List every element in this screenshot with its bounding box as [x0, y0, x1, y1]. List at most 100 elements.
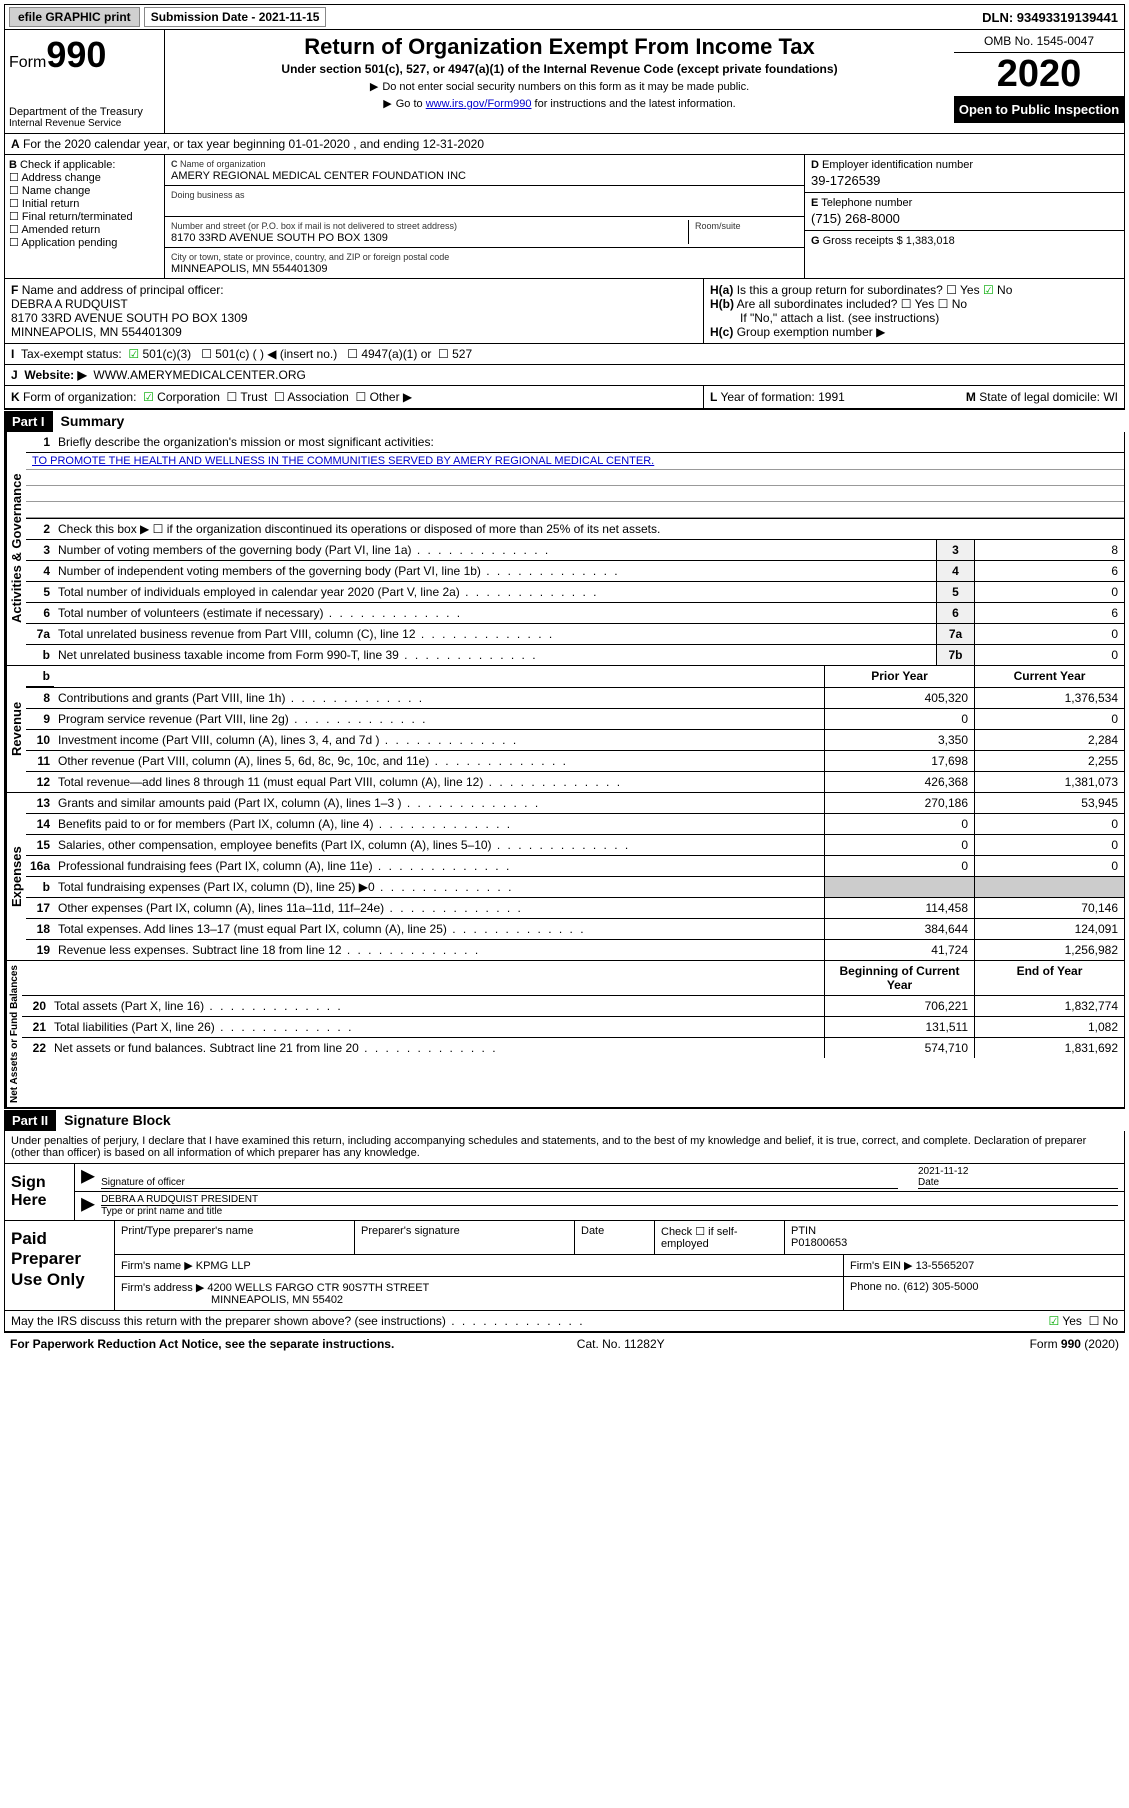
table-row: 20Total assets (Part X, line 16)706,2211… — [22, 996, 1124, 1017]
officer-name-title: DEBRA A RUDQUIST PRESIDENT — [101, 1194, 258, 1205]
room-label: Room/suite — [695, 221, 741, 231]
chk-501c[interactable]: 501(c) ( ) ◀ (insert no.) — [201, 347, 337, 361]
firm-ein-label: Firm's EIN ▶ — [850, 1260, 913, 1272]
ha-no[interactable]: No — [983, 283, 1012, 297]
officer-name: DEBRA A RUDQUIST — [11, 297, 128, 311]
dba-label: Doing business as — [171, 190, 245, 200]
omb-number: OMB No. 1545-0047 — [954, 30, 1124, 53]
hb-no[interactable]: No — [938, 297, 967, 311]
sig-date: 2021-11-12 — [918, 1166, 968, 1177]
header-block: B Check if applicable: Address change Na… — [4, 155, 1125, 279]
table-row: 10Investment income (Part VIII, column (… — [26, 730, 1124, 751]
arrow-icon: ▸ — [81, 1166, 101, 1189]
page-footer: For Paperwork Reduction Act Notice, see … — [4, 1332, 1125, 1355]
table-row: 13Grants and similar amounts paid (Part … — [26, 793, 1124, 814]
chk-initial-return[interactable]: Initial return — [9, 198, 79, 210]
section-c: C Name of organizationAMERY REGIONAL MED… — [165, 155, 804, 278]
chk-association[interactable]: Association — [274, 390, 349, 404]
table-row: 8Contributions and grants (Part VIII, li… — [26, 688, 1124, 709]
prep-date-label: Date — [575, 1221, 655, 1254]
table-row: 5Total number of individuals employed in… — [26, 582, 1124, 603]
expenses-tab: Expenses — [5, 793, 26, 960]
prep-name-label: Print/Type preparer's name — [115, 1221, 355, 1254]
table-row: 6Total number of volunteers (estimate if… — [26, 603, 1124, 624]
prior-year-header: Prior Year — [824, 666, 974, 687]
part2-bar: Part II Signature Block — [4, 1108, 1125, 1131]
part2-header: Part II — [4, 1110, 56, 1131]
year-formation-label: Year of formation: — [720, 390, 814, 404]
chk-amended-return[interactable]: Amended return — [9, 224, 100, 236]
line-2: Check this box ▶ ☐ if the organization d… — [54, 519, 1124, 539]
tax-year: 2020 — [954, 53, 1124, 96]
hc-label: Group exemption number ▶ — [737, 325, 886, 339]
chk-corporation[interactable]: Corporation — [143, 390, 220, 404]
chk-501c3[interactable]: 501(c)(3) — [128, 347, 191, 361]
table-row: 11Other revenue (Part VIII, column (A), … — [26, 751, 1124, 772]
chk-final-return[interactable]: Final return/terminated — [9, 211, 133, 223]
ha-label: Is this a group return for subordinates? — [737, 283, 943, 297]
table-row: 12Total revenue—add lines 8 through 11 (… — [26, 772, 1124, 792]
topbar: efile GRAPHIC print Submission Date - 20… — [4, 4, 1125, 30]
table-row: 22Net assets or fund balances. Subtract … — [22, 1038, 1124, 1058]
phone-label: Telephone number — [821, 197, 912, 209]
chk-527[interactable]: 527 — [438, 347, 472, 361]
ptin-label: PTIN — [791, 1225, 816, 1237]
org-name-label: Name of organization — [180, 159, 266, 169]
form-word: Form — [9, 54, 46, 71]
form-org-label: Form of organization: — [23, 390, 136, 404]
blank-line — [26, 486, 1124, 502]
arrow-icon: ▸ — [81, 1194, 101, 1217]
section-fh: F Name and address of principal officer:… — [4, 279, 1125, 344]
hb-yes[interactable]: Yes — [901, 297, 934, 311]
discuss-yes[interactable]: Yes — [1048, 1314, 1081, 1328]
chk-4947[interactable]: 4947(a)(1) or — [347, 347, 431, 361]
sig-date-label: Date — [918, 1177, 939, 1188]
ein-value: 39-1726539 — [811, 173, 1118, 188]
signature-block: Sign Here ▸ Signature of officer 2021-11… — [4, 1164, 1125, 1221]
expenses-section: Expenses 13Grants and similar amounts pa… — [4, 793, 1125, 961]
firm-ein: 13-5565207 — [916, 1260, 975, 1272]
table-row: 21Total liabilities (Part X, line 26)131… — [22, 1017, 1124, 1038]
discuss-no[interactable]: No — [1089, 1314, 1118, 1328]
table-row: bTotal fundraising expenses (Part IX, co… — [26, 877, 1124, 898]
chk-name-change[interactable]: Name change — [9, 185, 90, 197]
chk-other[interactable]: Other ▶ — [355, 390, 412, 404]
part2-title: Signature Block — [56, 1109, 179, 1131]
efile-button[interactable]: efile GRAPHIC print — [9, 7, 140, 27]
form990-link[interactable]: www.irs.gov/Form990 — [426, 98, 532, 110]
website-value: WWW.AMERYMEDICALCENTER.ORG — [93, 368, 305, 382]
applicable-label: Check if applicable: — [20, 159, 115, 171]
ha-yes[interactable]: Yes — [946, 283, 979, 297]
blank-line — [26, 470, 1124, 486]
chk-trust[interactable]: Trust — [227, 390, 268, 404]
firm-addr-label: Firm's address ▶ — [121, 1282, 204, 1294]
ptin-value: P01800653 — [791, 1237, 847, 1249]
chk-address-change[interactable]: Address change — [9, 172, 101, 184]
table-row: 3Number of voting members of the governi… — [26, 540, 1124, 561]
addr-label: Number and street (or P.O. box if mail i… — [171, 221, 457, 231]
mission-label: Briefly describe the organization's miss… — [54, 432, 1124, 452]
tax-year-line: For the 2020 calendar year, or tax year … — [23, 137, 484, 151]
table-row: 17Other expenses (Part IX, column (A), l… — [26, 898, 1124, 919]
submission-date: Submission Date - 2021-11-15 — [144, 7, 327, 27]
org-name: AMERY REGIONAL MEDICAL CENTER FOUNDATION… — [171, 170, 466, 182]
table-row: 16aProfessional fundraising fees (Part I… — [26, 856, 1124, 877]
goto-note: Go to www.irs.gov/Form990 for instructio… — [171, 97, 948, 110]
begin-year-header: Beginning of Current Year — [824, 961, 974, 995]
part1-title: Summary — [53, 410, 133, 432]
chk-application-pending[interactable]: Application pending — [9, 237, 117, 249]
part1-header: Part I — [4, 411, 53, 432]
paid-preparer: Paid Preparer Use Only Print/Type prepar… — [4, 1221, 1125, 1311]
ein-label: Employer identification number — [822, 159, 973, 171]
declaration: Under penalties of perjury, I declare th… — [4, 1131, 1125, 1164]
table-row: 4Number of independent voting members of… — [26, 561, 1124, 582]
section-i: I Tax-exempt status: 501(c)(3) 501(c) ( … — [4, 344, 1125, 365]
irs-discuss: May the IRS discuss this return with the… — [4, 1311, 1125, 1332]
section-de: D Employer identification number39-17265… — [804, 155, 1124, 278]
firm-city: MINNEAPOLIS, MN 55402 — [211, 1294, 343, 1306]
paid-preparer-label: Paid Preparer Use Only — [5, 1221, 115, 1310]
table-row: 9Program service revenue (Part VIII, lin… — [26, 709, 1124, 730]
table-row: 18Total expenses. Add lines 13–17 (must … — [26, 919, 1124, 940]
section-b: B Check if applicable: Address change Na… — [5, 155, 165, 278]
revenue-section: Revenue bPrior YearCurrent Year 8Contrib… — [4, 666, 1125, 793]
